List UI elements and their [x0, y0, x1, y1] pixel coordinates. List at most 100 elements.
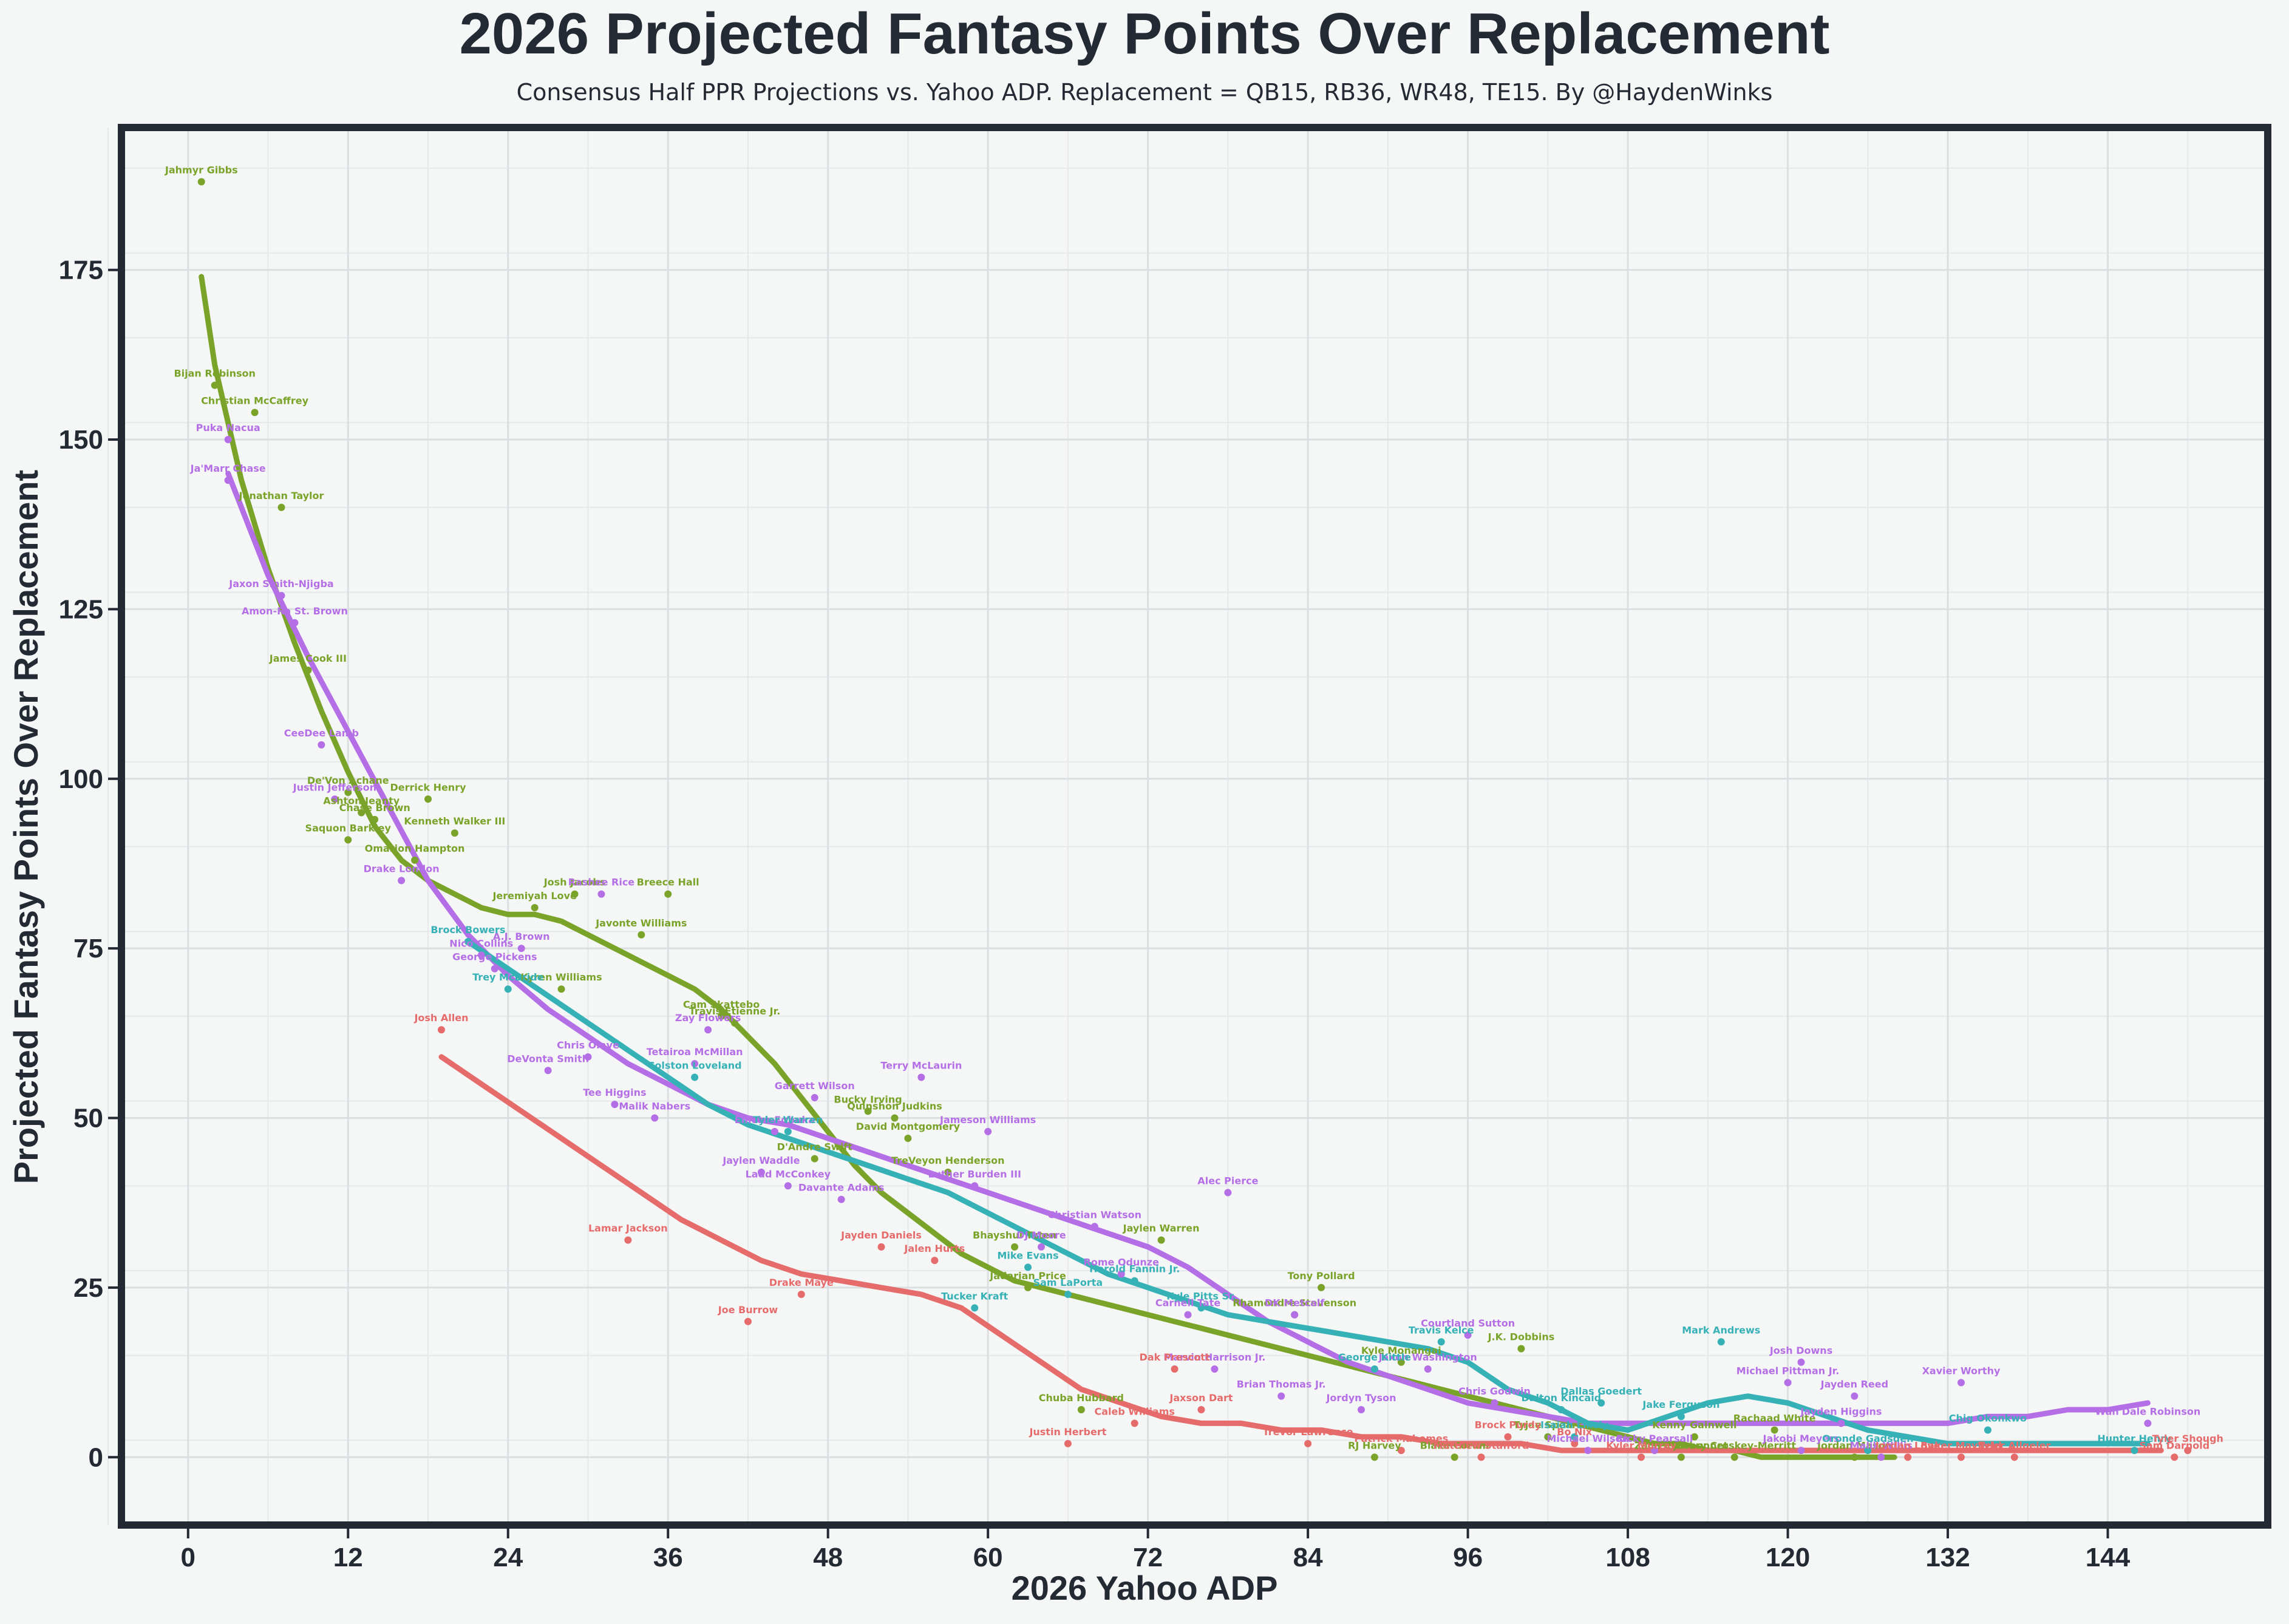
point-label: Jeremiyah Love	[492, 890, 577, 902]
point-label: Drake London	[364, 863, 440, 874]
point-label: Jaylen Waddle	[722, 1155, 800, 1166]
point-wr	[491, 965, 498, 973]
point-wr	[757, 1168, 765, 1176]
point-label: Puka Nacua	[196, 422, 260, 433]
point-label: Jayden Higgins	[1800, 1405, 1882, 1417]
point-label: Chuba Hubbard	[1039, 1392, 1124, 1404]
point-label: Jaxon Washington	[1378, 1351, 1477, 1363]
point-label: Tyjae Spears	[1513, 1419, 1582, 1431]
point-rb	[1730, 1453, 1738, 1461]
point-te	[1717, 1338, 1725, 1346]
point-label: Kenneth Walker III	[404, 815, 505, 827]
point-label: Chris Godwin	[1458, 1385, 1531, 1397]
point-rb	[371, 815, 379, 823]
point-te	[1437, 1338, 1445, 1346]
point-wr	[1651, 1447, 1658, 1455]
point-qb	[1571, 1439, 1579, 1447]
x-tick-label: 84	[1293, 1543, 1323, 1572]
point-label: Dalton Kincaid	[1521, 1392, 1601, 1404]
point-te	[691, 1073, 699, 1081]
point-label: Tyler Shough	[2152, 1433, 2223, 1444]
point-wr	[704, 1026, 712, 1034]
point-rb	[411, 856, 419, 864]
point-label: Jayden Daniels	[840, 1229, 922, 1241]
point-label: Josh Downs	[1769, 1345, 1832, 1356]
point-wr	[584, 1053, 592, 1061]
point-label: Dallas Goedert	[1560, 1385, 1642, 1397]
point-rb	[531, 904, 539, 912]
x-tick-label: 120	[1766, 1543, 1810, 1572]
point-label: Carnell Tate	[1155, 1297, 1221, 1309]
x-tick-label: 36	[653, 1543, 683, 1572]
point-label: Ladd McConkey	[746, 1168, 831, 1180]
point-label: Bhayshul Tuten	[973, 1229, 1056, 1241]
point-wr	[398, 877, 406, 885]
point-wr	[1797, 1358, 1805, 1366]
point-label: Jameson Williams	[939, 1114, 1036, 1126]
point-rb	[864, 1107, 872, 1115]
point-wr	[277, 592, 285, 600]
point-rb	[1544, 1433, 1552, 1441]
point-wr	[331, 795, 339, 803]
point-wr	[1277, 1392, 1285, 1400]
point-rb	[1770, 1426, 1778, 1434]
x-tick-label: 60	[973, 1543, 1003, 1572]
point-label: J.K. Dobbins	[1488, 1331, 1555, 1342]
point-label: Jake Ferguson	[1642, 1399, 1719, 1410]
point-label: Jordyn Tyson	[1325, 1392, 1396, 1404]
point-qb	[437, 1026, 445, 1034]
point-label: Jahmyr Gibbs	[165, 164, 238, 175]
point-qb	[2171, 1453, 2178, 1461]
y-tick-label: 50	[73, 1104, 103, 1133]
point-wr	[1584, 1447, 1592, 1455]
point-rb	[891, 1114, 899, 1122]
point-wr	[984, 1127, 992, 1135]
trend-line-te	[465, 939, 2151, 1447]
point-label: Baker Mayfield	[1920, 1439, 2002, 1451]
point-rb	[304, 666, 312, 674]
point-wr	[917, 1073, 925, 1081]
point-rb	[344, 836, 352, 844]
point-rb	[1157, 1236, 1165, 1244]
point-wr	[224, 436, 232, 444]
point-label: Chase Brown	[339, 802, 410, 814]
point-wr	[1291, 1311, 1299, 1319]
y-tick-label: 0	[89, 1442, 103, 1472]
point-wr	[1957, 1379, 1965, 1387]
point-qb	[2010, 1453, 2018, 1461]
point-te	[1197, 1304, 1205, 1312]
point-rb	[731, 1019, 738, 1027]
point-te	[1370, 1365, 1378, 1373]
point-rb	[277, 503, 285, 511]
point-label: James Cook III	[269, 653, 347, 664]
point-label: Travis Kelce	[1409, 1324, 1474, 1336]
point-label: Tony Pollard	[1288, 1270, 1355, 1282]
point-qb	[1397, 1447, 1405, 1455]
x-tick-label: 96	[1453, 1543, 1483, 1572]
point-label: Caleb Williams	[1094, 1405, 1174, 1417]
point-wr	[1090, 1223, 1098, 1231]
trend-line-wr	[225, 471, 2151, 1426]
point-te	[1557, 1406, 1565, 1414]
point-label: Brian Thomas Jr.	[1237, 1379, 1326, 1390]
point-label: Kyren Williams	[521, 971, 602, 983]
point-label: Trevor Lawrence	[1263, 1426, 1353, 1438]
point-qb	[1197, 1406, 1205, 1414]
point-wr	[517, 945, 525, 953]
point-label: Zay Flowers	[675, 1012, 741, 1024]
point-label: RJ Harvey	[1348, 1439, 1401, 1451]
point-label: Tyler Allgeier	[1978, 1439, 2050, 1451]
point-wr	[971, 1182, 979, 1190]
point-rb	[1677, 1453, 1685, 1461]
point-label: Patrick Mahomes	[1354, 1433, 1448, 1444]
point-te	[1677, 1413, 1685, 1421]
point-wr	[1491, 1399, 1498, 1407]
point-rb	[211, 381, 219, 389]
point-rb	[904, 1135, 912, 1143]
point-label: Cam Skattebo	[683, 999, 760, 1010]
point-label: Jalen Hurts	[903, 1243, 965, 1254]
point-label: Lamar Jackson	[588, 1223, 668, 1234]
point-label: CeeDee Lamb	[284, 727, 359, 739]
point-label: DK Metcalf	[1265, 1297, 1325, 1309]
